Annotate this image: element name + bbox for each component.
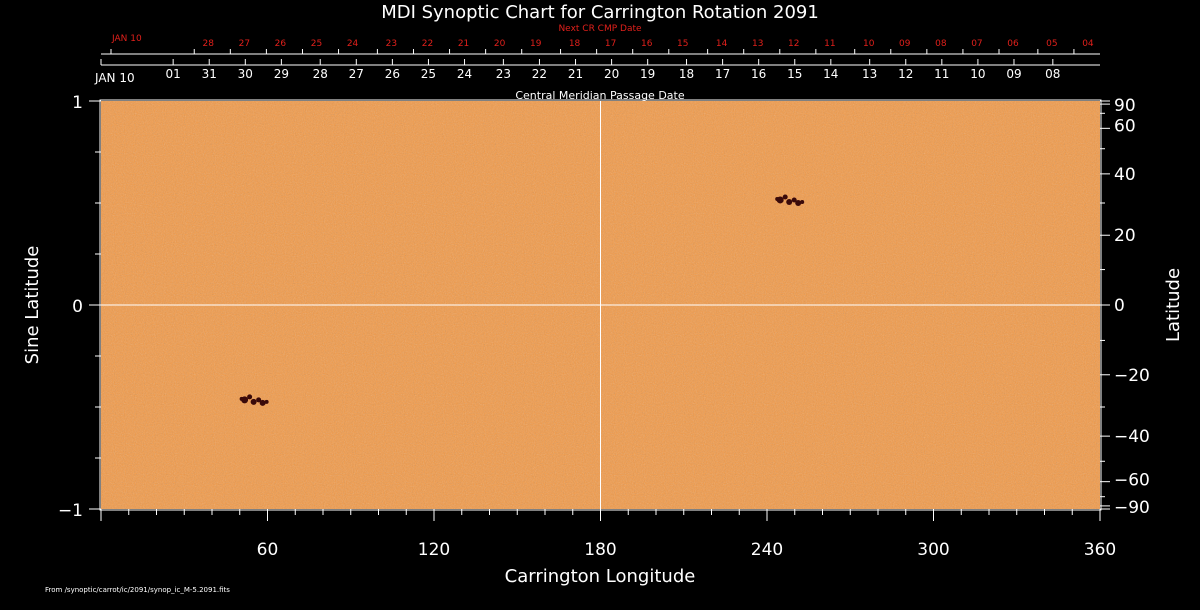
y-axis-left-label: Sine Latitude bbox=[22, 246, 43, 365]
next-cmp-date-label: 10 bbox=[863, 39, 875, 49]
y-right-tick-label: 20 bbox=[1114, 226, 1136, 246]
next-cmp-date-label: 09 bbox=[899, 39, 911, 49]
cmp-date-label: 31 bbox=[202, 67, 217, 81]
next-cmp-date-label: 06 bbox=[1007, 39, 1019, 49]
sunspot bbox=[775, 196, 780, 201]
cmp-date-label: 11 bbox=[934, 67, 949, 81]
cmp-date-label: 17 bbox=[715, 67, 730, 81]
next-cmp-date-label: 21 bbox=[458, 39, 469, 49]
y-right-tick-label: −90 bbox=[1114, 498, 1150, 518]
sunspot bbox=[782, 194, 788, 200]
y-right-tick-label: −20 bbox=[1114, 366, 1150, 386]
cmp-date-label: 01 bbox=[166, 67, 181, 81]
next-cmp-date-label: 20 bbox=[494, 39, 506, 49]
grid-lines bbox=[101, 101, 1100, 509]
x-axis-label: Carrington Longitude bbox=[505, 566, 696, 587]
y-right-tick-label: 40 bbox=[1114, 165, 1136, 185]
next-cmp-date-label: JAN 10 bbox=[111, 34, 142, 44]
active-regions bbox=[239, 194, 805, 406]
next-cmp-date-label: 23 bbox=[386, 39, 397, 49]
y-right-tick-label: −60 bbox=[1114, 471, 1150, 491]
cmp-date-label: 12 bbox=[898, 67, 913, 81]
next-cmp-date-label: 04 bbox=[1082, 39, 1094, 49]
cmp-date-label: 23 bbox=[496, 67, 511, 81]
cmp-date-label: 15 bbox=[787, 67, 802, 81]
next-cmp-date-label: 26 bbox=[275, 39, 287, 49]
next-cmp-date-label: 08 bbox=[935, 39, 947, 49]
x-tick-label: 360 bbox=[1084, 540, 1116, 560]
next-cmp-date-label: 05 bbox=[1046, 39, 1057, 49]
cmp-date-label: 09 bbox=[1006, 67, 1021, 81]
cmp-date-label: 30 bbox=[238, 67, 253, 81]
cmp-date-label: 26 bbox=[385, 67, 400, 81]
sunspot bbox=[256, 397, 262, 403]
cmp-date-label: 29 bbox=[274, 67, 289, 81]
cmp-date-label: 18 bbox=[679, 67, 694, 81]
sunspot bbox=[795, 199, 802, 206]
sunspot bbox=[259, 399, 266, 406]
next-cmp-date-label: 19 bbox=[530, 39, 542, 49]
source-file-footer: From /synoptic/carrot/ic/2091/synop_ic_M… bbox=[45, 586, 230, 594]
cmp-date-axis: JAN 10 01 31 30 29 28 27 26 25 24 23 22 21 20 19 18 17 16… bbox=[94, 59, 1100, 85]
x-tick-label: 240 bbox=[751, 540, 783, 560]
next-cmp-date-label: 27 bbox=[239, 39, 250, 49]
sunspot bbox=[247, 394, 253, 400]
cmp-date-label: 16 bbox=[751, 67, 766, 81]
cmp-axis-label: Central Meridian Passage Date bbox=[515, 89, 684, 102]
sunspot bbox=[264, 399, 269, 404]
chart-title: MDI Synoptic Chart for Carrington Rotati… bbox=[381, 2, 819, 23]
cmp-date-label: 19 bbox=[640, 67, 655, 81]
next-cmp-date-label: 12 bbox=[788, 39, 799, 49]
cmp-date-label: 22 bbox=[532, 67, 547, 81]
y-axis-right-label: Latitude bbox=[1163, 268, 1184, 342]
y-left-tick-label: 1 bbox=[72, 93, 83, 113]
next-cmp-date-label: 15 bbox=[677, 39, 688, 49]
y-right-tick-label: 0 bbox=[1114, 296, 1125, 316]
cmp-date-label: 13 bbox=[862, 67, 877, 81]
y-right-tick-label: 90 bbox=[1114, 96, 1136, 116]
cmp-date-label: 21 bbox=[568, 67, 583, 81]
next-cmp-date-axis: JAN 10 28 27 26 25 24 23 22 21 20 19 18 17 16 15 14 13 12… bbox=[101, 34, 1100, 55]
y-left-tick-label: −1 bbox=[58, 501, 83, 521]
next-cmp-date-label: 07 bbox=[971, 39, 982, 49]
next-cmp-date-label: 18 bbox=[569, 39, 581, 49]
sunspot bbox=[786, 198, 793, 205]
x-tick-label: 60 bbox=[257, 540, 279, 560]
next-cmp-date-label: 13 bbox=[752, 39, 763, 49]
next-cmp-date-label: 17 bbox=[605, 39, 616, 49]
x-tick-label: 300 bbox=[917, 540, 949, 560]
y-left-tick-label: 0 bbox=[72, 297, 83, 317]
y-axis-left: 1 0 −1 bbox=[58, 93, 101, 521]
cmp-date-label: 28 bbox=[313, 67, 328, 81]
cmp-date-label: 25 bbox=[421, 67, 436, 81]
cmp-date-label: 27 bbox=[349, 67, 364, 81]
next-cmp-date-label: 28 bbox=[203, 39, 215, 49]
cmp-date-label: 10 bbox=[970, 67, 985, 81]
cmp-date-label: 20 bbox=[604, 67, 619, 81]
next-cmp-date-label: 25 bbox=[311, 39, 322, 49]
next-cmp-date-label: 22 bbox=[422, 39, 433, 49]
sunspot bbox=[800, 199, 805, 204]
y-right-tick-label: 60 bbox=[1114, 116, 1136, 136]
next-cmp-date-label: 11 bbox=[824, 39, 835, 49]
active-region-south bbox=[239, 394, 269, 406]
next-cmp-date-label: 14 bbox=[716, 39, 728, 49]
cmp-date-label: JAN 10 bbox=[94, 71, 135, 85]
cmp-date-label: 24 bbox=[457, 67, 472, 81]
x-axis: 60 120 180 240 300 360 bbox=[100, 509, 1116, 560]
cmp-date-label: 08 bbox=[1045, 67, 1060, 81]
active-region-north bbox=[775, 194, 805, 206]
y-right-tick-label: −40 bbox=[1114, 427, 1150, 447]
next-cmp-date-label: 24 bbox=[347, 39, 359, 49]
x-tick-label: 180 bbox=[584, 540, 616, 560]
x-tick-label: 120 bbox=[418, 540, 450, 560]
sunspot bbox=[250, 398, 257, 405]
next-cmp-date-label: 16 bbox=[641, 39, 653, 49]
sunspot bbox=[239, 396, 244, 401]
cmp-date-label: 14 bbox=[823, 67, 838, 81]
sunspot bbox=[791, 197, 797, 203]
next-cmp-axis-label: Next CR CMP Date bbox=[558, 24, 642, 34]
